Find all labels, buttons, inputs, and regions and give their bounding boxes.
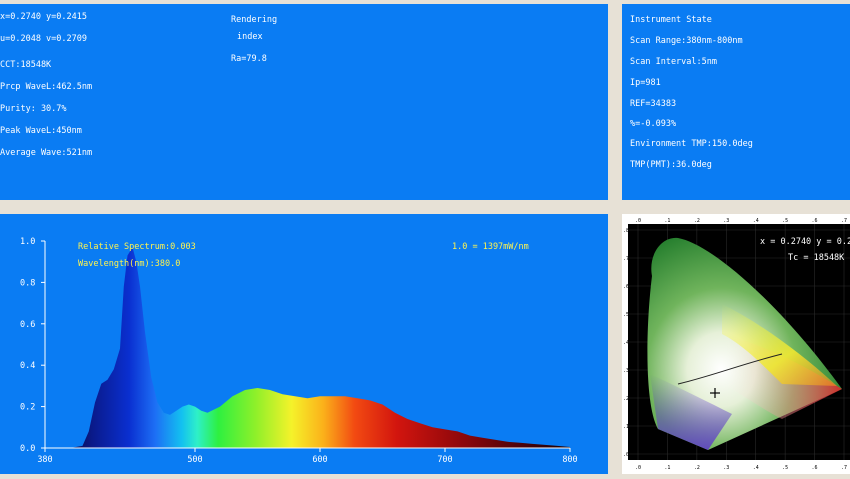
cie-chromaticity-diagram[interactable]: x = 0.2740 y = 0.2415 Tc = 18548K .0 .0 .1… [622,214,850,474]
cie-bottom-tick-label: .4 [753,465,759,471]
y-tick-label: 0.4 [20,361,35,371]
cie-top-tick-label: .6 [812,218,818,224]
xy-coordinates: x=0.2740 y=0.2415 [0,12,87,22]
cie-left-tick-label: .4 [623,340,629,346]
ra-value: Ra=79.8 [231,54,267,64]
spectrum-chart[interactable]: 0.0 0.2 0.4 0.6 0.8 1.0 380 500 600 700 800 Relati… [0,214,608,474]
purity-value: Purity: 30.7% [0,104,67,114]
y-tick-label: 0.8 [20,278,35,288]
spectrum-panel[interactable]: 0.0 0.2 0.4 0.6 0.8 1.0 380 500 600 700 800 Relati… [0,214,608,474]
cie-bottom-tick-label: .2 [694,465,700,471]
uv-coordinates: u=0.2048 v=0.2709 [0,34,87,44]
cie-top-tick-label: .0 [635,218,641,224]
scan-interval: Scan Interval:5nm [630,57,717,67]
cie-left-tick-label: .2 [623,396,629,402]
pmt-temperature: TMP(PMT):36.0deg [630,160,712,170]
x-tick-label: 700 [437,455,452,465]
chromaticity-marker [710,388,720,398]
ref-value: REF=34383 [630,99,677,109]
average-wavelength: Average Wave:521nm [0,148,93,158]
cie-top-tick-label: .4 [753,218,759,224]
x-tick-label: 500 [187,455,202,465]
percent-value: %=-0.093% [630,119,677,129]
x-tick-label: 800 [562,455,577,465]
cie-left-tick-label: .7 [623,256,629,262]
spectrum-scale-readout: 1.0 = 1397mW/nm [452,242,529,252]
cie-top-tick-label: .7 [841,218,847,224]
cie-left-tick-label: .0 [623,452,629,458]
relative-spectrum-readout: Relative Spectrum:0.003 [78,242,196,252]
cie-top-tick-label: .5 [782,218,788,224]
rendering-title: Rendering [231,15,278,25]
planckian-locus [677,353,783,385]
cie-top-tick-label: .1 [664,218,670,224]
rendering-index-label: index [237,32,263,42]
cie-tc-readout: Tc = 18548K [788,253,845,263]
y-tick-label: 0.6 [20,320,35,330]
cie-bottom-tick-label: .1 [664,465,670,471]
cct-value: CCT:18548K [0,60,52,70]
x-tick-label: 600 [312,455,327,465]
instrument-state-panel: Instrument State Scan Range:380nm-800nm … [622,4,850,200]
cie-bottom-tick-label: .5 [782,465,788,471]
cie-top-tick-label: .3 [723,218,729,224]
spectrum-area [45,247,570,448]
cie-bottom-tick-label: .0 [635,465,641,471]
prcp-wavelength: Prcp WaveL:462.5nm [0,82,93,92]
cie-xy-readout: x = 0.2740 y = 0.2415 [760,237,850,247]
cie-bottom-tick-label: .6 [812,465,818,471]
cie-bottom-tick-label: .3 [723,465,729,471]
cie-top-tick-label: .2 [694,218,700,224]
cie-left-tick-label: .8 [623,228,629,234]
y-tick-label: 0.0 [20,444,35,454]
peak-wavelength: Peak WaveL:450nm [0,126,82,136]
environment-temperature: Environment TMP:150.0deg [630,139,753,149]
cie-left-tick-label: .3 [623,368,629,374]
results-panel: x=0.2740 y=0.2415 u=0.2048 v=0.2709 CCT:… [0,4,608,200]
x-tick-label: 380 [37,455,52,465]
wavelength-readout: Wavelength(nm):380.0 [78,259,180,269]
instrument-state-title: Instrument State [630,15,712,25]
cie-left-tick-label: .6 [623,284,629,290]
cie-left-tick-label: .5 [623,312,629,318]
y-tick-label: 0.2 [20,403,35,413]
scan-range: Scan Range:380nm-800nm [630,36,743,46]
cie-bottom-tick-label: .7 [841,465,847,471]
y-tick-label: 1.0 [20,237,35,247]
cie-left-tick-label: .1 [623,424,629,430]
ip-value: Ip=981 [630,78,661,88]
cie-diagram-panel[interactable]: x = 0.2740 y = 0.2415 Tc = 18548K .0 .0 .1… [622,214,850,474]
